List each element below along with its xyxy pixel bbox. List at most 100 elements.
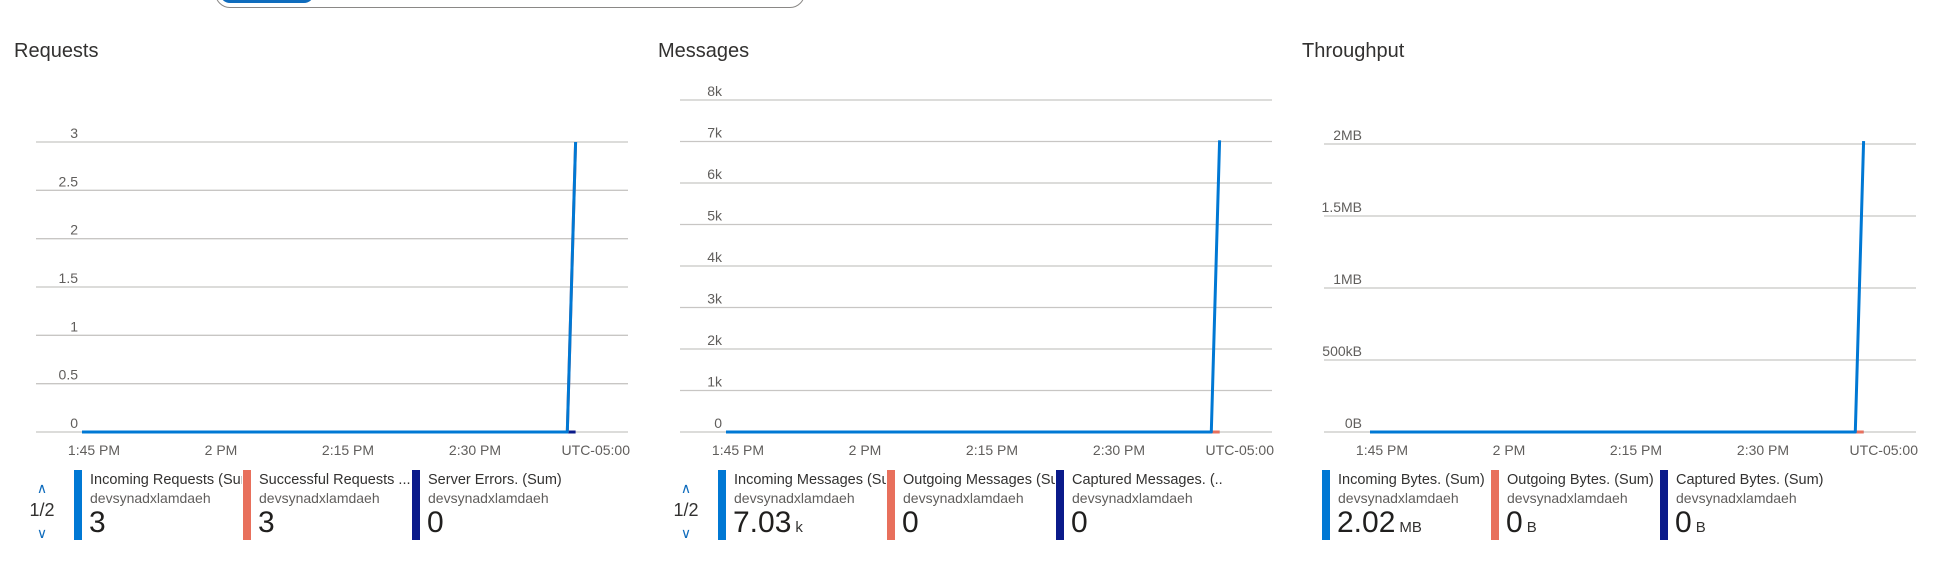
legend-resource-name: devsynadxlamdaeh bbox=[1676, 490, 1797, 506]
legend-item-incoming-messages[interactable]: Incoming Messages (Sum) devsynadxlamdaeh… bbox=[718, 470, 886, 540]
chart-legend: ∧ 1/2 ∨ Incoming Messages (Sum) devsynad… bbox=[644, 470, 1284, 570]
y-tick-label: 1.5MB bbox=[1322, 199, 1362, 215]
chart-title: Messages bbox=[658, 40, 750, 62]
legend-value-number: 0 bbox=[427, 506, 444, 539]
legend-resource-name: devsynadxlamdaeh bbox=[903, 490, 1024, 506]
legend-item-outgoing-messages[interactable]: Outgoing Messages (Sum) devsynadxlamdaeh… bbox=[887, 470, 1055, 540]
legend-value-unit: B bbox=[1695, 519, 1706, 536]
series-line bbox=[726, 140, 1222, 434]
y-tick-label: 4k bbox=[707, 249, 723, 265]
x-tick-label: 1:45 PM bbox=[1356, 442, 1408, 458]
legend-resource-name: devsynadxlamdaeh bbox=[734, 490, 855, 506]
timezone-label: UTC-05:00 bbox=[1850, 442, 1919, 458]
x-tick-label: 2 PM bbox=[205, 442, 238, 458]
legend-metric-value: 0 bbox=[427, 506, 448, 540]
y-tick-label: 1MB bbox=[1333, 271, 1362, 287]
x-tick-label: 2:15 PM bbox=[1610, 442, 1662, 458]
chevron-down-icon[interactable]: ∨ bbox=[36, 525, 48, 541]
legend-resource-name: devsynadxlamdaeh bbox=[90, 490, 211, 506]
legend-metric-name: Incoming Requests (Sum) bbox=[90, 472, 242, 488]
legend-metric-value: 7.03 k bbox=[733, 506, 803, 540]
y-tick-label: 1k bbox=[707, 374, 723, 390]
throughput-chart[interactable]: 0B 500kB 1MB 1.5MB 2MB 1:45 PM 2 PM 2:15 PM 2:30… bbox=[1288, 0, 1928, 470]
requests-chart-panel: Requests 0 0.5 1 1.5 2 2.5 3 1:45 PM 2 PM 2:15 PM… bbox=[0, 0, 640, 579]
legend-metric-name: Incoming Bytes. (Sum) bbox=[1338, 472, 1485, 488]
legend-value-number: 2.02 bbox=[1337, 506, 1396, 539]
messages-chart-panel: Messages 0 1k 2k 3k 4k 5k 6k 7k 8k 1:45 PM 2 PM 2:1… bbox=[644, 0, 1284, 579]
y-tick-label: 0 bbox=[70, 415, 78, 431]
timezone-label: UTC-05:00 bbox=[1206, 442, 1275, 458]
y-tick-label: 2MB bbox=[1333, 127, 1362, 143]
series-line bbox=[1370, 141, 1866, 434]
chart-legend: Incoming Bytes. (Sum) devsynadxlamdaeh 2… bbox=[1288, 470, 1928, 570]
legend-color-bar bbox=[718, 470, 726, 540]
series-line bbox=[82, 141, 578, 434]
y-tick-label: 2k bbox=[707, 332, 723, 348]
legend-color-bar bbox=[887, 470, 895, 540]
chevron-up-icon[interactable]: ∧ bbox=[680, 480, 692, 496]
legend-metric-value: 0 bbox=[902, 506, 923, 540]
legend-color-bar bbox=[243, 470, 251, 540]
legend-color-bar bbox=[1056, 470, 1064, 540]
legend-color-bar bbox=[412, 470, 420, 540]
legend-resource-name: devsynadxlamdaeh bbox=[1507, 490, 1628, 506]
y-tick-label: 3 bbox=[70, 125, 78, 141]
chevron-up-icon[interactable]: ∧ bbox=[36, 480, 48, 496]
view-toggle-selected-segment[interactable] bbox=[220, 0, 314, 3]
legend-item-captured-messages[interactable]: Captured Messages. (... devsynadxlamdaeh… bbox=[1056, 470, 1224, 540]
legend-value-number: 0 bbox=[1675, 506, 1692, 539]
x-tick-label: 2:30 PM bbox=[1093, 442, 1145, 458]
legend-color-bar bbox=[1660, 470, 1668, 540]
x-tick-label: 1:45 PM bbox=[68, 442, 120, 458]
legend-color-bar bbox=[1491, 470, 1499, 540]
x-tick-label: 2:30 PM bbox=[1737, 442, 1789, 458]
requests-chart[interactable]: 0 0.5 1 1.5 2 2.5 3 1:45 PM 2 PM 2:15 PM 2:30 PM UT… bbox=[0, 0, 640, 470]
legend-metric-value: 3 bbox=[89, 506, 110, 540]
legend-item-outgoing-bytes[interactable]: Outgoing Bytes. (Sum) devsynadxlamdaeh 0… bbox=[1491, 470, 1656, 540]
y-tick-label: 1 bbox=[70, 318, 78, 334]
x-tick-label: 2:15 PM bbox=[322, 442, 374, 458]
chevron-down-icon[interactable]: ∨ bbox=[680, 525, 692, 541]
y-tick-label: 3k bbox=[707, 291, 723, 307]
legend-page-count: 1/2 bbox=[673, 500, 699, 520]
chart-legend: ∧ 1/2 ∨ Incoming Requests (Sum) devsynad… bbox=[0, 470, 640, 570]
legend-metric-name: Outgoing Bytes. (Sum) bbox=[1507, 472, 1654, 488]
legend-value-number: 3 bbox=[258, 506, 275, 539]
legend-value-unit: k bbox=[795, 519, 803, 536]
legend-color-bar bbox=[1322, 470, 1330, 540]
legend-metric-name: Server Errors. (Sum) bbox=[428, 472, 562, 488]
timezone-label: UTC-05:00 bbox=[562, 442, 631, 458]
legend-value-number: 0 bbox=[902, 506, 919, 539]
legend-item-server-errors[interactable]: Server Errors. (Sum) devsynadxlamdaeh 0 bbox=[412, 470, 577, 540]
x-tick-label: 2:30 PM bbox=[449, 442, 501, 458]
legend-resource-name: devsynadxlamdaeh bbox=[1072, 490, 1193, 506]
messages-chart[interactable]: 0 1k 2k 3k 4k 5k 6k 7k 8k 1:45 PM 2 PM 2:15 PM 2:30 … bbox=[644, 0, 1284, 470]
legend-value-number: 7.03 bbox=[733, 506, 792, 539]
y-tick-label: 0 bbox=[714, 415, 722, 431]
legend-color-bar bbox=[74, 470, 82, 540]
legend-metric-value: 0 bbox=[1071, 506, 1092, 540]
legend-value-number: 0 bbox=[1071, 506, 1088, 539]
legend-resource-name: devsynadxlamdaeh bbox=[1338, 490, 1459, 506]
legend-resource-name: devsynadxlamdaeh bbox=[259, 490, 380, 506]
legend-value-number: 0 bbox=[1506, 506, 1523, 539]
legend-metric-name: Successful Requests ... bbox=[259, 472, 411, 488]
x-tick-label: 1:45 PM bbox=[712, 442, 764, 458]
legend-item-captured-bytes[interactable]: Captured Bytes. (Sum) devsynadxlamdaeh 0… bbox=[1660, 470, 1825, 540]
legend-pager: ∧ 1/2 ∨ bbox=[22, 480, 62, 560]
legend-item-successful-requests[interactable]: Successful Requests ... devsynadxlamdaeh… bbox=[243, 470, 411, 540]
legend-metric-name: Incoming Messages (Sum) bbox=[734, 472, 886, 488]
legend-metric-value: 2.02 MB bbox=[1337, 506, 1422, 540]
y-tick-label: 7k bbox=[707, 125, 723, 141]
legend-item-incoming-bytes[interactable]: Incoming Bytes. (Sum) devsynadxlamdaeh 2… bbox=[1322, 470, 1487, 540]
legend-item-incoming-requests[interactable]: Incoming Requests (Sum) devsynadxlamdaeh… bbox=[74, 470, 242, 540]
legend-value-unit: MB bbox=[1399, 519, 1422, 536]
x-tick-label: 2 PM bbox=[1493, 442, 1526, 458]
legend-resource-name: devsynadxlamdaeh bbox=[428, 490, 549, 506]
y-tick-label: 8k bbox=[707, 83, 723, 99]
legend-metric-name: Captured Bytes. (Sum) bbox=[1676, 472, 1824, 488]
y-tick-label: 5k bbox=[707, 208, 723, 224]
x-tick-label: 2:15 PM bbox=[966, 442, 1018, 458]
